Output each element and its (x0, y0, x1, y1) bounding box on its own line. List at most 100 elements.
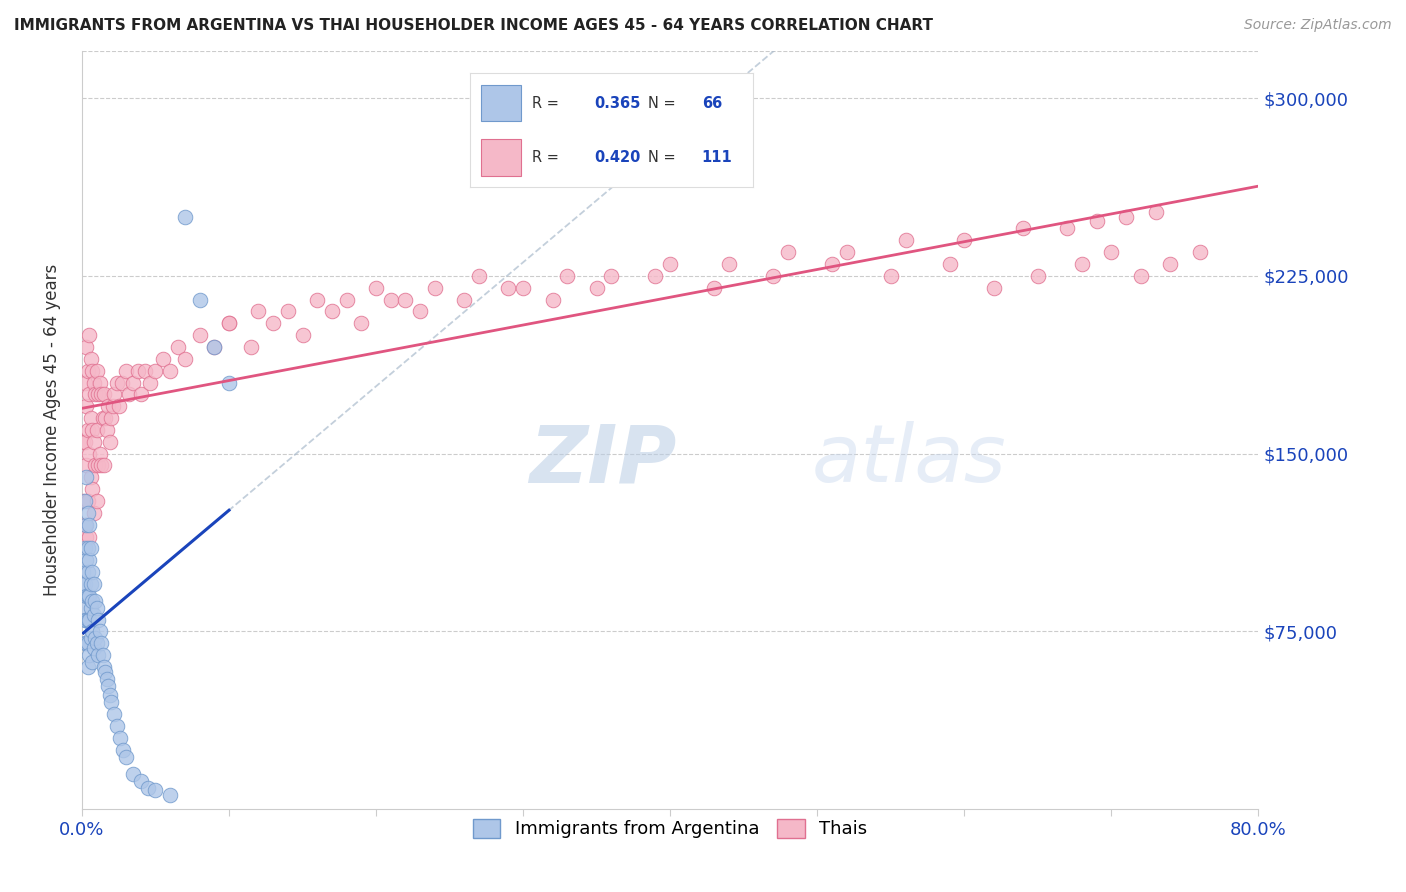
Point (83, 607, 105, 622)
Point (73, 434, 96, 449)
Point (1115, 210, 1137, 224)
Point (894, 233, 917, 247)
Point (82, 364, 104, 378)
Point (307, 293, 329, 307)
Point (188, 293, 211, 307)
Point (105, 719, 128, 733)
Point (79, 553, 101, 567)
Point (75, 589, 97, 603)
Point (80, 351, 103, 366)
Point (1012, 221, 1035, 235)
Point (776, 245, 799, 260)
Point (80, 632, 103, 646)
Point (79, 530, 101, 544)
Point (703, 281, 725, 295)
Point (380, 293, 402, 307)
Point (84, 632, 107, 646)
Point (86, 364, 108, 378)
Point (103, 387, 125, 401)
Point (145, 364, 167, 378)
Point (291, 328, 314, 343)
Point (76, 565, 98, 579)
Legend: Immigrants from Argentina, Thais: Immigrants from Argentina, Thais (467, 812, 875, 846)
Point (84, 387, 107, 401)
Point (93, 387, 115, 401)
Point (600, 268, 623, 283)
Point (129, 387, 152, 401)
Point (115, 364, 138, 378)
Point (83, 506, 105, 520)
Point (73, 613, 96, 627)
Point (90, 636, 112, 650)
Point (107, 399, 129, 413)
Point (1129, 268, 1152, 283)
Point (75, 517, 97, 532)
Point (79, 328, 101, 343)
Point (76, 541, 98, 556)
Point (84, 458, 107, 473)
Point (152, 351, 174, 366)
Y-axis label: Householder Income Ages 45 - 64 years: Householder Income Ages 45 - 64 years (44, 264, 60, 596)
Point (76, 636, 98, 650)
Point (98, 434, 121, 449)
Point (86, 494, 108, 508)
Point (89, 624, 111, 639)
Point (1056, 221, 1078, 235)
Point (97, 399, 120, 413)
Point (202, 340, 225, 354)
Point (96, 672, 118, 686)
Point (129, 773, 152, 788)
Point (79, 447, 101, 461)
Point (122, 766, 145, 780)
Point (350, 316, 373, 330)
Text: Source: ZipAtlas.com: Source: ZipAtlas.com (1244, 18, 1392, 32)
Point (585, 281, 607, 295)
Point (262, 316, 284, 330)
Point (423, 281, 446, 295)
Point (394, 293, 416, 307)
Point (76, 613, 98, 627)
Point (73, 517, 96, 532)
Point (73, 577, 96, 591)
Point (94, 411, 117, 425)
Point (453, 293, 475, 307)
Point (1144, 205, 1167, 219)
Point (101, 399, 124, 413)
Point (166, 340, 188, 354)
Point (80, 600, 103, 615)
Point (1085, 214, 1108, 228)
Point (86, 636, 108, 650)
Point (72, 600, 94, 615)
Point (100, 411, 122, 425)
Point (409, 304, 432, 318)
Point (75, 458, 97, 473)
Point (159, 364, 181, 378)
Point (108, 731, 131, 745)
Point (80, 411, 103, 425)
Point (122, 376, 145, 390)
Point (541, 293, 564, 307)
Point (76, 364, 98, 378)
Point (103, 707, 125, 722)
Text: IMMIGRANTS FROM ARGENTINA VS THAI HOUSEHOLDER INCOME AGES 45 - 64 YEARS CORRELAT: IMMIGRANTS FROM ARGENTINA VS THAI HOUSEH… (14, 18, 934, 33)
Point (87, 387, 110, 401)
Point (880, 268, 903, 283)
Point (75, 636, 97, 650)
Point (73, 376, 96, 390)
Point (83, 376, 105, 390)
Point (75, 399, 97, 413)
Point (83, 577, 105, 591)
Point (79, 517, 101, 532)
Point (82, 624, 104, 639)
Point (80, 470, 103, 484)
Point (73, 636, 96, 650)
Point (90, 387, 112, 401)
Point (112, 743, 135, 757)
Point (83, 434, 105, 449)
Point (98, 689, 121, 703)
Point (72, 565, 94, 579)
Point (82, 482, 104, 496)
Point (91, 648, 114, 662)
Point (75, 340, 97, 354)
Point (159, 788, 181, 802)
